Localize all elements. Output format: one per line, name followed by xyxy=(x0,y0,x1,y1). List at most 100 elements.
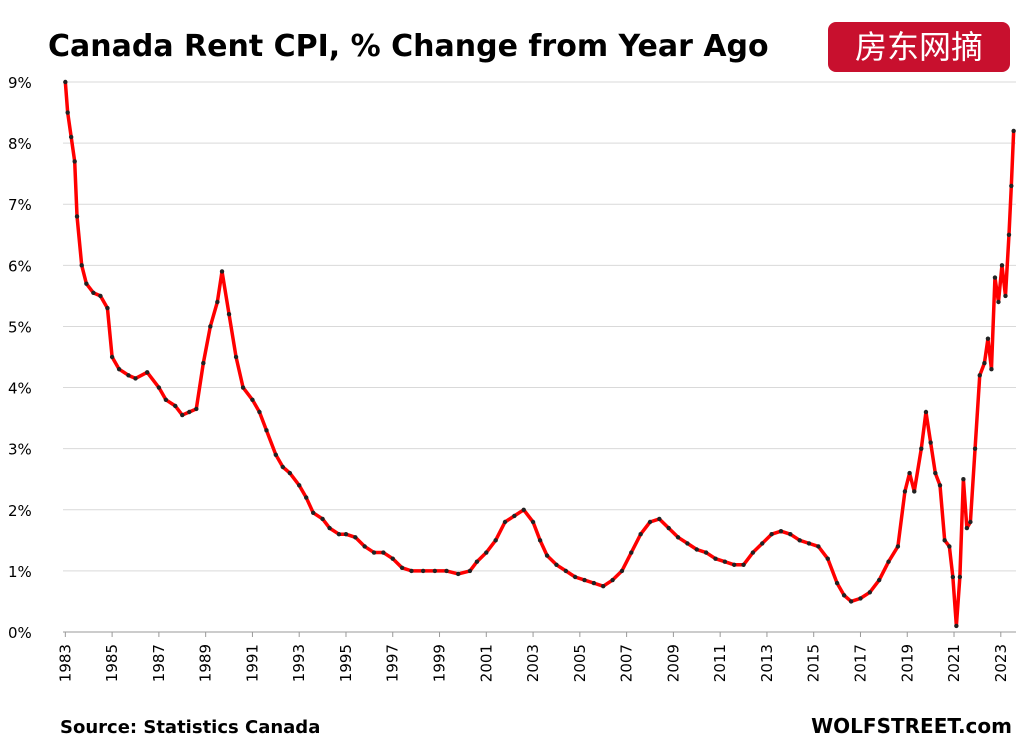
point xyxy=(685,541,690,546)
x-tick-label: 2023 xyxy=(992,644,1010,682)
point xyxy=(928,440,933,445)
y-tick-label: 2% xyxy=(8,502,32,520)
point xyxy=(778,528,784,534)
x-tick-label: 1999 xyxy=(431,644,449,682)
point xyxy=(950,574,956,580)
point xyxy=(109,354,115,360)
point xyxy=(327,525,332,531)
point xyxy=(961,477,966,482)
x-tick-label: 2001 xyxy=(477,644,495,682)
point xyxy=(116,367,122,372)
point xyxy=(74,214,80,219)
y-tick-label: 6% xyxy=(8,257,32,275)
point xyxy=(304,495,309,500)
point xyxy=(886,559,891,564)
x-tick-label: 2013 xyxy=(758,644,776,682)
point xyxy=(989,367,994,372)
x-tick-label: 2021 xyxy=(945,644,963,682)
y-tick-label: 3% xyxy=(8,441,32,459)
point xyxy=(947,544,952,549)
point xyxy=(65,110,70,115)
point xyxy=(591,580,597,586)
point xyxy=(572,574,578,580)
point xyxy=(834,580,840,586)
point xyxy=(797,538,802,543)
watermark-box xyxy=(828,22,1010,72)
point xyxy=(399,565,405,571)
point xyxy=(456,571,461,577)
point xyxy=(841,593,847,598)
point xyxy=(493,538,498,543)
point xyxy=(825,556,830,561)
x-tick-label: 1989 xyxy=(197,644,215,682)
point xyxy=(474,559,480,564)
point xyxy=(467,568,473,574)
x-tick-label: 2009 xyxy=(664,644,682,682)
point xyxy=(982,360,987,366)
point xyxy=(968,519,973,525)
point xyxy=(68,134,74,140)
point xyxy=(703,550,709,555)
point xyxy=(1003,293,1008,299)
point xyxy=(444,568,449,574)
point xyxy=(144,370,150,375)
x-tick-label: 2019 xyxy=(898,644,916,682)
point xyxy=(233,354,239,360)
point xyxy=(985,336,991,341)
point xyxy=(563,568,569,574)
point xyxy=(343,532,349,537)
point xyxy=(788,532,793,537)
point xyxy=(287,470,293,476)
x-tick-label: 1991 xyxy=(243,644,261,682)
point xyxy=(240,385,246,390)
point xyxy=(381,550,386,555)
point xyxy=(741,562,746,567)
point xyxy=(187,409,192,415)
point xyxy=(133,376,138,381)
point xyxy=(933,470,938,476)
point xyxy=(98,293,103,299)
point xyxy=(858,596,863,601)
line xyxy=(63,81,1016,628)
x-tick-label: 2015 xyxy=(805,644,823,682)
x-tick-label: 2017 xyxy=(851,644,869,682)
point xyxy=(1011,128,1016,134)
point xyxy=(977,373,982,378)
point xyxy=(432,568,438,574)
x-tick-label: 2007 xyxy=(618,644,636,682)
x-tick-label: 1985 xyxy=(103,644,121,682)
y-tick-label: 1% xyxy=(8,563,32,581)
point xyxy=(280,464,286,470)
x-tick-label: 1997 xyxy=(384,644,402,682)
point xyxy=(530,519,536,525)
brand: WOLFSTREET.com xyxy=(811,714,1012,738)
point xyxy=(84,281,89,286)
point xyxy=(79,263,84,268)
point xyxy=(273,452,279,457)
y-tick-label: 7% xyxy=(8,196,32,214)
point xyxy=(964,525,970,531)
point xyxy=(867,590,873,595)
x-tick-label: 2011 xyxy=(711,644,729,682)
point xyxy=(297,483,302,488)
point xyxy=(1009,183,1014,189)
point xyxy=(91,290,96,296)
point xyxy=(957,574,963,580)
point xyxy=(923,409,929,415)
source: Source: Statistics Canada xyxy=(60,717,320,738)
point xyxy=(264,428,269,433)
point xyxy=(954,623,959,629)
point xyxy=(311,510,316,516)
point xyxy=(907,470,912,476)
point xyxy=(675,535,681,540)
point xyxy=(226,312,232,317)
point xyxy=(972,446,978,451)
point xyxy=(647,519,653,525)
point xyxy=(105,305,110,311)
x-tick-label: 1993 xyxy=(290,644,308,682)
point xyxy=(484,550,489,555)
point xyxy=(731,562,737,567)
point xyxy=(806,541,812,546)
point xyxy=(320,516,325,522)
